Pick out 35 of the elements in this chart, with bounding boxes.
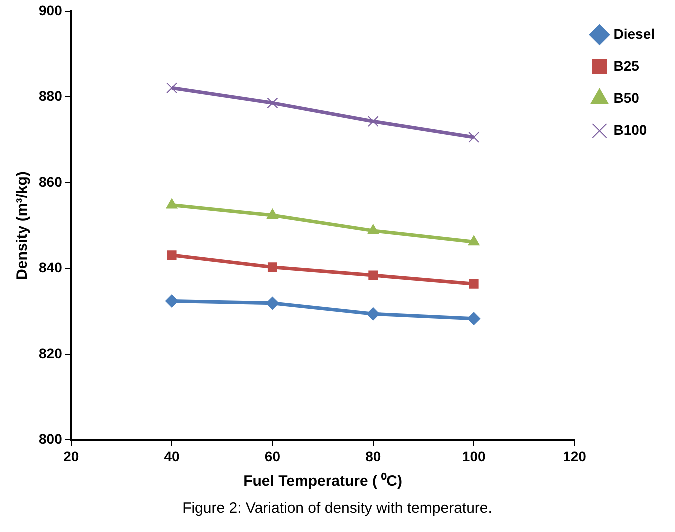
point [268, 262, 278, 272]
x-axis-title: Fuel Temperature ( ⁰C) [244, 472, 403, 490]
y-tick-label: 900 [39, 2, 63, 18]
legend-label: B100 [614, 122, 648, 138]
legend-label: B25 [614, 58, 640, 74]
x-tick-label: 20 [64, 448, 80, 464]
y-tick-label: 840 [39, 260, 63, 276]
y-tick-label: 860 [39, 174, 63, 190]
point [469, 279, 479, 289]
y-tick-label: 880 [39, 88, 63, 104]
y-axis-title: Density (m³/kg) [14, 172, 32, 280]
y-tick-label: 820 [39, 345, 63, 362]
point [468, 132, 480, 143]
x-tick-label: 120 [563, 448, 587, 464]
caption: Figure 2: Variation of density with temperature. [182, 500, 494, 517]
point [468, 236, 480, 246]
point [166, 198, 178, 209]
point [167, 250, 177, 260]
legend-label: Diesel [614, 26, 655, 42]
x-tick-label: 100 [462, 448, 486, 464]
point [368, 116, 379, 128]
y-tick-label: 800 [39, 431, 63, 448]
x-tick-label: 40 [164, 448, 180, 464]
point [468, 312, 481, 326]
point [266, 296, 280, 310]
point [368, 270, 378, 280]
x-tick-label: 80 [366, 448, 382, 464]
x-tick-label: 60 [264, 448, 281, 464]
point [267, 98, 278, 109]
point [366, 308, 380, 321]
point [166, 294, 179, 308]
point [267, 209, 278, 220]
legend-label: B50 [614, 90, 640, 106]
point [166, 82, 178, 94]
point [368, 224, 380, 234]
